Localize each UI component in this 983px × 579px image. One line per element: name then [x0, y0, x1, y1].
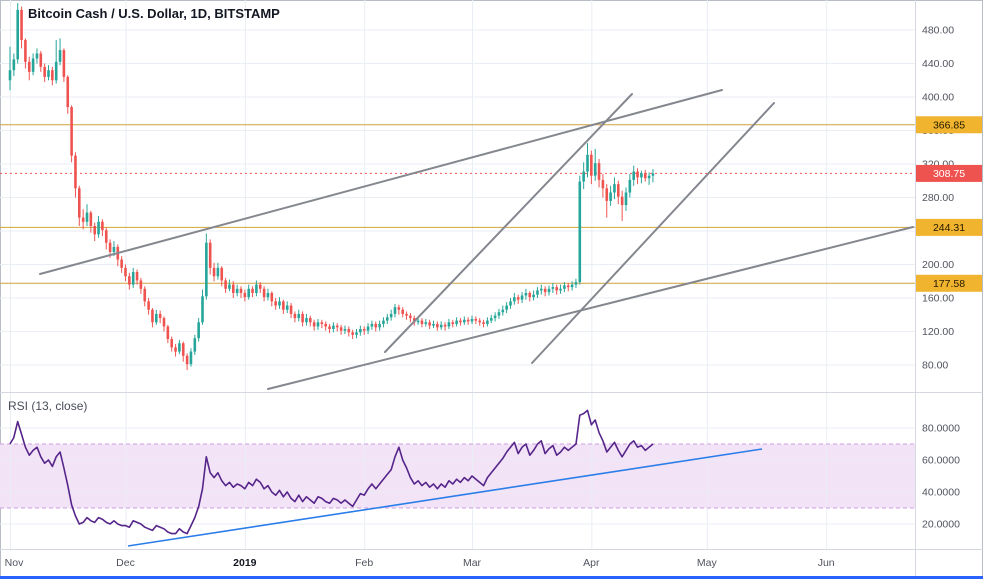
level-line-1-badge — [916, 116, 982, 134]
price-axis-label: 200.00 — [922, 259, 954, 271]
level-line-1-badge-label: 366.85 — [933, 119, 965, 131]
pane-active-border — [0, 576, 983, 579]
trend-line[interactable] — [384, 93, 633, 353]
time-axis-label: Feb — [355, 557, 373, 569]
rsi-axis-label: 80.0000 — [922, 423, 960, 435]
grid — [0, 0, 915, 549]
level-line-3-badge — [916, 274, 982, 292]
level-line-3-badge-label: 177.58 — [933, 278, 965, 290]
trend-line[interactable] — [39, 89, 723, 275]
rsi-line[interactable] — [9, 409, 654, 535]
time-axis-label: May — [697, 557, 718, 569]
time-axis-label: Apr — [583, 557, 600, 569]
price-axis-label: 400.00 — [922, 92, 954, 104]
time-axis-label: Jun — [818, 557, 835, 569]
symbol-title[interactable]: Bitcoin Cash / U.S. Dollar, 1D, BITSTAMP — [28, 6, 280, 21]
time-axis-label: Dec — [116, 557, 135, 569]
trend-line[interactable] — [267, 226, 914, 390]
rsi-axis-label: 20.0000 — [922, 519, 960, 531]
level-line-2-badge-label: 244.31 — [933, 222, 965, 234]
rsi-trend-line[interactable] — [127, 448, 763, 547]
price-axis-label: 440.00 — [922, 58, 954, 70]
price-axis-label: 480.00 — [922, 25, 954, 37]
last-price-line-badge — [916, 164, 982, 182]
last-price-line-badge-label: 308.75 — [933, 168, 965, 180]
price-axis-label: 80.00 — [922, 360, 948, 372]
time-axis-label: 2019 — [233, 557, 257, 569]
rsi-axis-label: 40.0000 — [922, 487, 960, 499]
time-axis-label: Nov — [5, 557, 24, 569]
time-axis-label: Mar — [463, 557, 482, 569]
trend-line[interactable] — [531, 102, 775, 364]
candlestick-series[interactable] — [8, 3, 655, 371]
rsi-axis-label: 60.0000 — [922, 455, 960, 467]
price-axis-label: 280.00 — [922, 192, 954, 204]
level-line-2-badge — [916, 218, 982, 236]
price-axis-label: 120.00 — [922, 326, 954, 338]
rsi-indicator-title[interactable]: RSI (13, close) — [8, 399, 88, 413]
rsi-band — [0, 444, 915, 508]
price-axis-label: 160.00 — [922, 293, 954, 305]
